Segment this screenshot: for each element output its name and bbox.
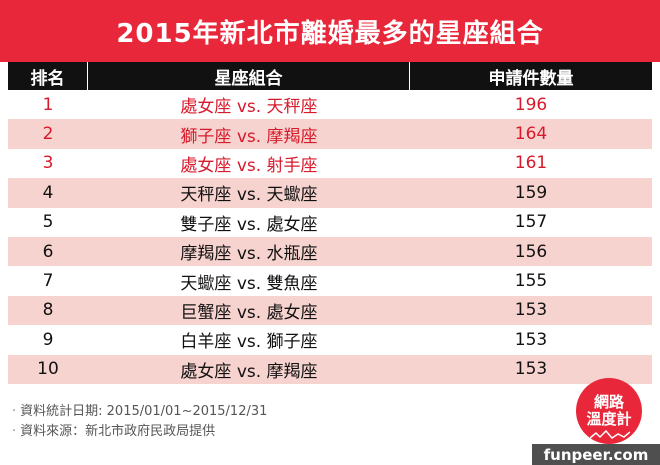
combo-cell: 獅子座 vs. 摩羯座 (180, 126, 318, 147)
combo-cell: 天蠍座 vs. 雙魚座 (180, 273, 318, 294)
ranking-table: 排名 星座組合 申請件數量 1 處女座 vs. 天秤座 196 2 獅子座 vs. 摩羯… (8, 62, 652, 384)
table-row: 2 獅子座 vs. 摩羯座 164 (8, 119, 652, 149)
combo-cell: 處女座 vs. 射手座 (180, 155, 318, 176)
rank-cell: 9 (42, 329, 54, 350)
count-cell: 157 (514, 212, 548, 233)
count-cell: 153 (514, 359, 548, 380)
combo-cell: 處女座 vs. 天秤座 (180, 97, 318, 118)
watermark: funpeer.com (532, 444, 660, 465)
header-combo: 星座組合 (88, 62, 410, 90)
footer-notes: 資料統計日期: 2015/01/01~2015/12/31 資料來源：新北市政府… (12, 402, 267, 442)
footer-source-line: 資料來源：新北市政府民政局提供 (12, 422, 267, 442)
count-cell: 153 (514, 329, 548, 350)
count-cell: 155 (514, 271, 548, 292)
table-row: 7 天蠍座 vs. 雙魚座 155 (8, 266, 652, 296)
rank-cell: 1 (42, 94, 54, 115)
rank-cell: 7 (42, 271, 54, 292)
table-row: 8 巨蟹座 vs. 處女座 153 (8, 295, 652, 326)
count-cell: 164 (514, 124, 548, 145)
logo-line-1: 網路 (593, 393, 624, 411)
rank-cell: 5 (42, 212, 54, 233)
header-rank: 排名 (8, 62, 88, 90)
count-cell: 159 (514, 182, 548, 203)
table-row: 3 處女座 vs. 射手座 161 (8, 148, 652, 179)
rank-cell: 10 (37, 359, 59, 380)
table-body: 1 處女座 vs. 天秤座 196 2 獅子座 vs. 摩羯座 164 3 處女座 vs. 射… (8, 90, 652, 384)
count-cell: 153 (514, 300, 548, 321)
count-cell: 196 (514, 94, 548, 115)
combo-cell: 巨蟹座 vs. 處女座 (180, 302, 318, 323)
table-header-row: 排名 星座組合 申請件數量 (8, 62, 652, 90)
combo-cell: 處女座 vs. 摩羯座 (180, 361, 318, 382)
table-row: 5 雙子座 vs. 處女座 157 (8, 207, 652, 237)
header-count: 申請件數量 (488, 68, 574, 89)
logo-wave-icon (590, 430, 630, 439)
count-cell: 156 (514, 241, 548, 262)
table-row: 9 白羊座 vs. 獅子座 153 (8, 325, 652, 355)
rank-cell: 6 (42, 241, 54, 262)
combo-cell: 雙子座 vs. 處女座 (180, 214, 318, 235)
rank-cell: 2 (42, 124, 54, 145)
page-title: 2015年新北市離婚最多的星座組合 (0, 0, 660, 62)
table-row: 10 處女座 vs. 摩羯座 153 (8, 354, 652, 384)
rank-cell: 3 (42, 153, 54, 174)
combo-cell: 天秤座 vs. 天蠍座 (180, 185, 318, 206)
brand-logo: 網路 溫度計 (576, 378, 642, 444)
combo-cell: 摩羯座 vs. 水瓶座 (180, 244, 318, 265)
rank-cell: 8 (42, 300, 54, 321)
table-row: 1 處女座 vs. 天秤座 196 (8, 90, 652, 120)
footer-date-line: 資料統計日期: 2015/01/01~2015/12/31 (12, 402, 267, 422)
combo-cell: 白羊座 vs. 獅子座 (180, 332, 318, 353)
rank-cell: 4 (42, 182, 54, 203)
table-row: 6 摩羯座 vs. 水瓶座 156 (8, 236, 652, 267)
count-cell: 161 (514, 153, 548, 174)
table-row: 4 天秤座 vs. 天蠍座 159 (8, 178, 652, 208)
logo-line-2: 溫度計 (586, 410, 632, 428)
